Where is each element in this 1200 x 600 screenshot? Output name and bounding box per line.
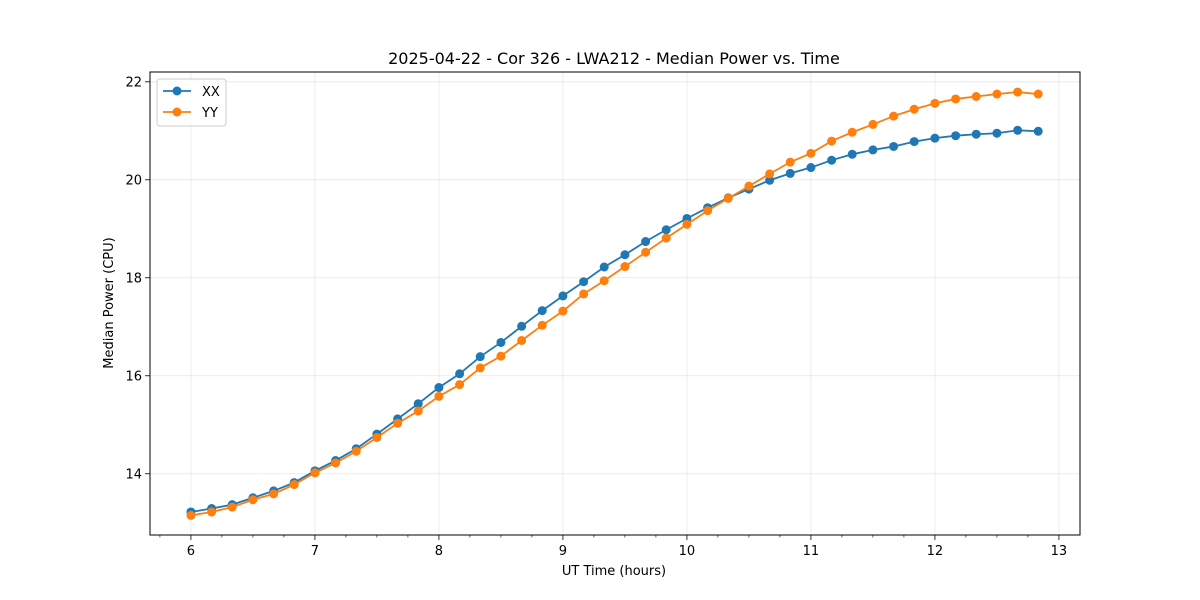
series-layer [186, 87, 1043, 520]
x-tick-label: 7 [311, 544, 319, 559]
data-point-yy [517, 335, 527, 345]
data-point-xx [455, 369, 465, 379]
data-point-yy [868, 119, 878, 129]
data-point-yy [744, 181, 754, 191]
data-point-yy [992, 89, 1002, 99]
data-point-yy [599, 276, 609, 286]
data-point-yy [207, 507, 217, 517]
data-point-yy [537, 320, 547, 330]
data-point-yy [641, 247, 651, 257]
data-point-xx [661, 225, 671, 235]
data-point-xx [641, 237, 651, 247]
data-point-xx [868, 145, 878, 155]
chart-title: 2025-04-22 - Cor 326 - LWA212 - Median P… [388, 49, 840, 68]
data-point-yy [393, 418, 403, 428]
data-point-yy [227, 502, 237, 512]
x-tick-label: 9 [559, 544, 567, 559]
data-point-xx [599, 262, 609, 272]
data-point-yy [951, 94, 961, 104]
data-point-yy [765, 169, 775, 179]
data-point-xx [517, 321, 527, 331]
data-point-xx [785, 168, 795, 178]
data-point-xx [413, 399, 423, 409]
data-point-yy [785, 157, 795, 167]
x-tick-label: 8 [435, 544, 443, 559]
legend-marker-xx [172, 86, 182, 96]
plot-frame [149, 71, 1081, 536]
data-point-xx [971, 129, 981, 139]
y-tick-label: 18 [125, 271, 142, 286]
data-point-yy [909, 104, 919, 114]
data-point-yy [351, 446, 361, 456]
data-point-yy [1033, 89, 1043, 99]
x-tick-label: 12 [927, 544, 944, 559]
data-point-yy [682, 219, 692, 229]
y-tick-label: 16 [125, 369, 142, 384]
data-point-xx [806, 163, 816, 173]
y-tick-label: 22 [125, 75, 142, 90]
data-point-xx [496, 337, 506, 347]
y-axis: 14 16 18 20 22 [125, 75, 150, 482]
legend-label-xx: XX [202, 85, 220, 100]
data-point-yy [806, 148, 816, 158]
x-tick-label: 10 [679, 544, 696, 559]
x-axis-label: UT Time (hours) [562, 564, 666, 579]
y-tick-label: 14 [125, 467, 142, 482]
data-point-xx [1033, 126, 1043, 136]
data-point-yy [434, 391, 444, 401]
data-point-yy [413, 406, 423, 416]
data-point-yy [827, 136, 837, 146]
data-point-yy [331, 458, 341, 468]
data-point-xx [1013, 125, 1023, 135]
data-point-yy [620, 262, 630, 272]
data-point-yy [930, 98, 940, 108]
data-point-yy [269, 489, 279, 499]
data-point-xx [537, 306, 547, 316]
y-tick-label: 20 [125, 173, 142, 188]
x-tick-label: 6 [187, 544, 195, 559]
data-point-xx [765, 175, 775, 185]
data-point-xx [951, 131, 961, 141]
data-point-xx [579, 277, 589, 287]
series-yy [186, 87, 1043, 520]
legend-label-yy: YY [201, 106, 218, 121]
data-point-xx [847, 149, 857, 159]
x-tick-label: 11 [803, 544, 820, 559]
data-point-xx [434, 383, 444, 393]
data-point-xx [930, 133, 940, 143]
x-axis: 6 7 8 9 10 11 12 13 [159, 535, 1068, 559]
data-point-yy [661, 233, 671, 243]
data-point-yy [579, 289, 589, 299]
data-point-yy [723, 193, 733, 203]
data-point-yy [455, 380, 465, 390]
data-point-yy [1013, 87, 1023, 97]
data-point-yy [310, 468, 320, 478]
data-point-yy [248, 495, 258, 505]
data-point-xx [827, 155, 837, 165]
data-point-xx [620, 250, 630, 260]
data-point-xx [992, 128, 1002, 138]
data-point-yy [971, 91, 981, 101]
data-point-yy [703, 206, 713, 216]
data-point-yy [496, 351, 506, 361]
data-point-yy [289, 480, 299, 490]
data-point-yy [889, 111, 899, 121]
legend-marker-yy [172, 107, 182, 117]
grid [150, 72, 1080, 535]
x-tick-label: 13 [1051, 544, 1068, 559]
y-axis-label: Median Power (CPU) [102, 237, 117, 368]
data-point-xx [558, 291, 568, 301]
data-point-yy [847, 127, 857, 137]
data-point-yy [372, 433, 382, 443]
legend: XX YY [156, 78, 227, 127]
data-point-xx [909, 137, 919, 147]
data-point-yy [558, 306, 568, 316]
data-point-yy [186, 510, 196, 520]
data-point-xx [889, 141, 899, 151]
data-point-xx [475, 352, 485, 362]
data-point-yy [475, 363, 485, 373]
